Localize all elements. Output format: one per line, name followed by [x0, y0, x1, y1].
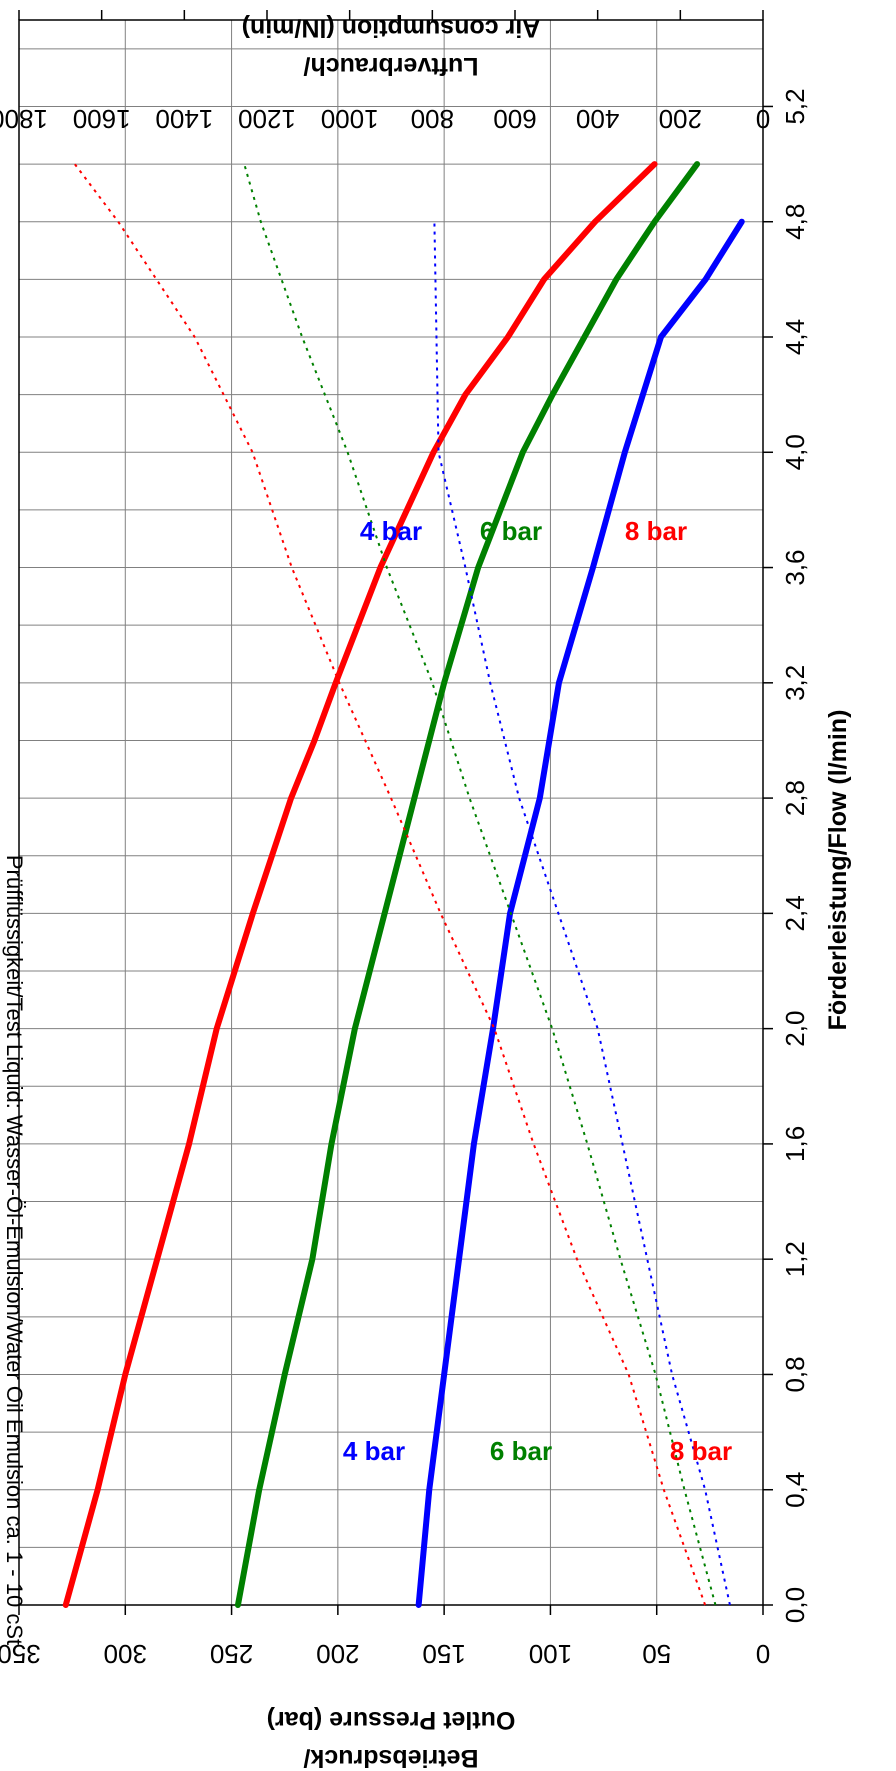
chart-subtitle: Prüfflüssigkeit/Test Liquid: Wasser-Öl-E…: [2, 855, 27, 1645]
right-tick-label: 1600: [73, 104, 131, 134]
left-tick-label: 150: [422, 1639, 465, 1669]
x-tick-labels: 0,0 0,4 0,8 1,2 1,6 2,0 2,4 2,8 3,2 3,6 4,0 4,4 4,8 5…: [763, 88, 810, 1623]
left-tick-label: 300: [104, 1639, 147, 1669]
right-axis-label-line2: Air consumption (lN/min): [242, 14, 541, 42]
right-y-tick-labels: 0 200 400 600 800 1000 1200 1400 1600 1800: [0, 10, 770, 134]
curve-label: 4 bar: [360, 516, 422, 546]
series-layer: [62, 161, 745, 1608]
x-tick-label: 1,2: [780, 1241, 810, 1277]
left-axis-label-line2: Outlet Pressure (bar): [267, 1706, 516, 1734]
pressure-curve-4-bar: [415, 218, 745, 1608]
curve-label: 8 bar: [625, 516, 687, 546]
grid: [19, 20, 763, 1605]
curve-label: 4 bar: [343, 1436, 405, 1466]
x-tick-label: 2,0: [780, 1011, 810, 1047]
x-tick-label: 4,0: [780, 434, 810, 470]
x-tick-label: 3,6: [780, 549, 810, 585]
curve-label: 6 bar: [490, 1436, 552, 1466]
right-tick-label: 1400: [155, 104, 213, 134]
right-axis-label-line1: Luftverbrauch/: [303, 52, 478, 80]
right-tick-label: 1200: [238, 104, 296, 134]
x-tick-label: 0,8: [780, 1356, 810, 1392]
x-tick-label: 2,4: [780, 895, 810, 931]
left-tick-label: 350: [0, 1639, 41, 1669]
x-tick-label: 0,4: [780, 1472, 810, 1508]
right-tick-label: 600: [493, 104, 536, 134]
right-tick-label: 1000: [321, 104, 379, 134]
x-tick-label: 1,6: [780, 1126, 810, 1162]
right-tick-label: 200: [659, 104, 702, 134]
x-tick-label: 4,4: [780, 319, 810, 355]
x-tick-label: 5,2: [780, 88, 810, 124]
pressure-curve-6-bar: [234, 161, 701, 1608]
left-tick-label: 0: [756, 1639, 770, 1669]
curve-label: 8 bar: [670, 1436, 732, 1466]
right-tick-label: 0: [756, 104, 770, 134]
x-tick-label: 4,8: [780, 204, 810, 240]
left-y-tick-labels: 0 50 100 150 200 250 300 350: [0, 1605, 770, 1669]
left-tick-label: 250: [210, 1639, 253, 1669]
air-curve-8-bar: [74, 163, 707, 1606]
x-axis-label: Förderleistung/Flow (l/min): [824, 710, 852, 1031]
left-tick-label: 100: [529, 1639, 572, 1669]
air-curve-6-bar: [243, 163, 717, 1606]
right-tick-label: 800: [411, 104, 454, 134]
pressure-curve-8-bar: [62, 161, 658, 1608]
plot-frame: [18, 19, 764, 1606]
x-tick-label: 3,2: [780, 665, 810, 701]
curve-label: 6 bar: [480, 516, 542, 546]
x-tick-label: 2,8: [780, 780, 810, 816]
x-tick-label: 0,0: [780, 1587, 810, 1623]
left-tick-label: 200: [316, 1639, 359, 1669]
left-axis-label-line1: Betriebsdruck/: [303, 1744, 478, 1771]
right-tick-label: 1800: [0, 104, 48, 134]
right-tick-label: 400: [576, 104, 619, 134]
curve-labels: 8 bar 6 bar 4 bar 8 bar 6 bar 4 bar: [343, 516, 732, 1466]
air-curve-4-bar: [433, 221, 731, 1606]
left-tick-label: 50: [642, 1639, 671, 1669]
